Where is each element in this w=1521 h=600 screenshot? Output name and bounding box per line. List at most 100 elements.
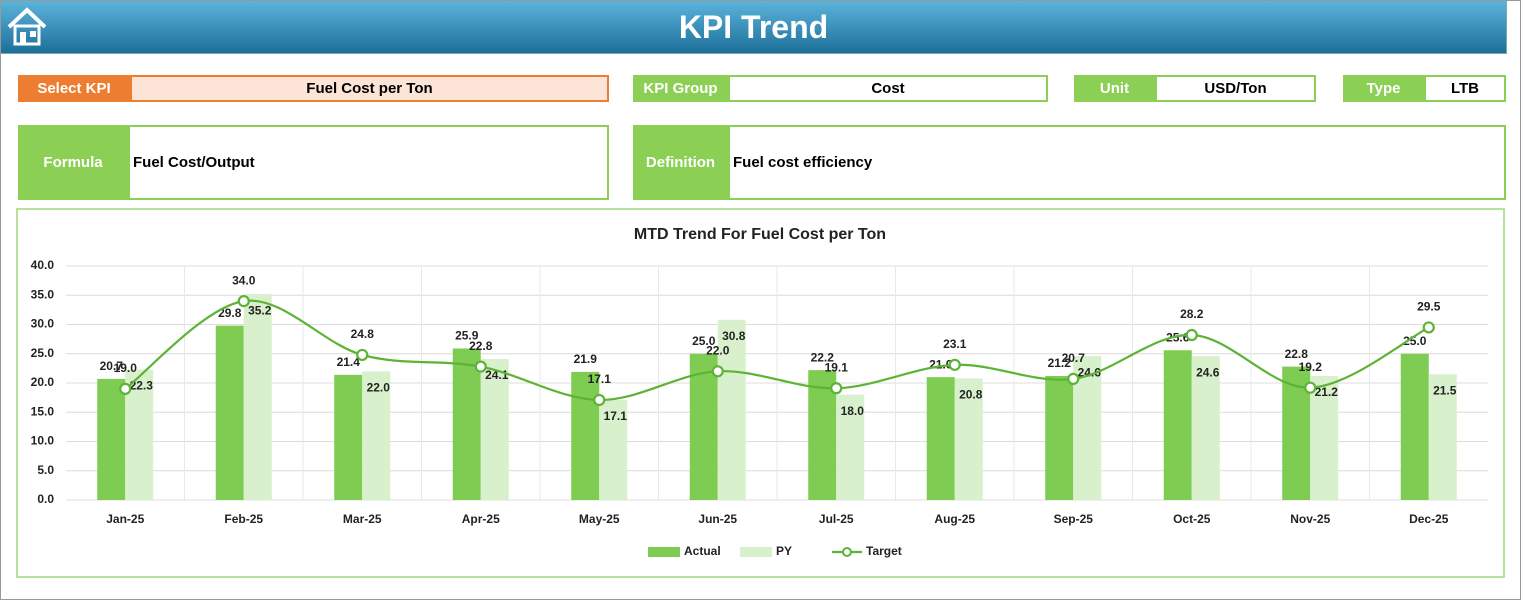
y-tick-label: 15.0: [31, 404, 55, 418]
data-label: 25.6: [1166, 330, 1190, 344]
data-label: 25.0: [1403, 334, 1427, 348]
data-label: 30.8: [722, 329, 746, 343]
bar: [243, 294, 272, 500]
chart-title: MTD Trend For Fuel Cost per Ton: [634, 226, 886, 243]
data-label: 22.8: [469, 339, 493, 353]
home-icon[interactable]: [5, 5, 49, 49]
bar: [954, 378, 983, 500]
bar: [836, 394, 865, 500]
data-label: 22.2: [811, 350, 835, 364]
field-label: Formula: [18, 125, 128, 200]
field-value: Fuel Cost/Output: [128, 125, 609, 200]
data-label: 29.8: [218, 306, 242, 320]
bar: [1191, 356, 1220, 500]
target-marker: [1422, 321, 1435, 334]
target-marker: [356, 348, 369, 362]
data-label: 23.1: [943, 337, 967, 351]
x-tick-label: Sep-25: [1054, 512, 1094, 526]
data-label: 22.0: [367, 380, 391, 394]
bar: [689, 353, 718, 500]
data-label: 25.0: [692, 334, 716, 348]
field-value: Cost: [728, 75, 1048, 102]
data-label: 21.2: [1315, 385, 1339, 399]
bar: [97, 378, 126, 500]
data-label: 18.0: [841, 404, 865, 418]
y-tick-label: 35.0: [31, 287, 55, 301]
field-label: Select KPI: [18, 75, 130, 102]
bar: [1045, 375, 1074, 500]
data-label: 25.9: [455, 329, 479, 343]
field-label: KPI Group: [633, 75, 728, 102]
chart-panel: [16, 208, 1505, 578]
target-marker: [1067, 372, 1080, 386]
legend-label: Actual: [684, 544, 721, 558]
bar: [452, 348, 481, 500]
bar: [717, 319, 746, 500]
data-label: 24.8: [351, 327, 375, 341]
x-tick-label: Aug-25: [934, 512, 975, 526]
bar: [334, 374, 363, 500]
target-line: [124, 299, 1430, 402]
field-label: Unit: [1074, 75, 1155, 102]
bar: [926, 377, 955, 500]
y-tick-label: 30.0: [31, 317, 55, 331]
data-label: 21.4: [337, 355, 361, 369]
data-label: 17.1: [604, 409, 628, 423]
bar: [571, 371, 600, 500]
x-tick-label: Dec-25: [1409, 512, 1449, 526]
data-label: 20.8: [959, 387, 983, 401]
y-tick-label: 25.0: [31, 346, 55, 360]
bar: [480, 359, 509, 500]
legend-label: Target: [866, 544, 902, 558]
x-tick-label: Apr-25: [462, 512, 500, 526]
bar: [1400, 353, 1429, 500]
bar: [1163, 350, 1192, 500]
x-tick-label: May-25: [579, 512, 620, 526]
bar: [599, 399, 628, 500]
data-label: 20.7: [100, 359, 124, 373]
y-tick-label: 0.0: [37, 492, 54, 506]
target-marker: [1185, 328, 1198, 342]
data-label: 34.0: [232, 273, 256, 287]
header: KPI Trend: [0, 0, 1507, 54]
legend-label: PY: [776, 544, 792, 558]
data-label: 17.1: [588, 372, 612, 386]
field-value: LTB: [1424, 75, 1506, 102]
x-tick-label: Mar-25: [343, 512, 382, 526]
x-tick-label: Jan-25: [106, 512, 144, 526]
y-tick-label: 40.0: [31, 258, 55, 272]
legend-swatch: [648, 547, 680, 557]
field-value[interactable]: Fuel Cost per Ton: [130, 75, 609, 102]
x-tick-label: Nov-25: [1290, 512, 1330, 526]
y-tick-label: 20.0: [31, 375, 55, 389]
x-tick-label: Feb-25: [224, 512, 263, 526]
x-tick-label: Oct-25: [1173, 512, 1211, 526]
data-label: 21.5: [1433, 383, 1457, 397]
data-label: 22.8: [1285, 347, 1309, 361]
page-title: KPI Trend: [678, 9, 829, 45]
data-label: 22.3: [130, 379, 154, 393]
data-label: 19.0: [114, 361, 138, 375]
data-label: 28.2: [1180, 307, 1204, 321]
target-marker: [830, 382, 843, 395]
target-marker: [474, 360, 487, 373]
bar: [1310, 375, 1339, 500]
bar: [1428, 374, 1457, 500]
target-marker: [237, 295, 250, 308]
legend-swatch: [842, 547, 852, 557]
y-tick-label: 5.0: [37, 463, 54, 477]
target-marker: [711, 365, 724, 378]
target-marker: [948, 358, 961, 371]
target-marker: [119, 382, 132, 395]
x-tick-label: Jun-25: [698, 512, 737, 526]
data-label: 21.2: [1048, 356, 1072, 370]
field-label: Definition: [633, 125, 728, 200]
target-marker: [593, 393, 606, 407]
legend-swatch: [740, 547, 772, 557]
data-label: 19.1: [825, 360, 849, 374]
bar: [215, 325, 244, 500]
data-label: 20.7: [1062, 351, 1086, 365]
field-label: Type: [1343, 75, 1424, 102]
